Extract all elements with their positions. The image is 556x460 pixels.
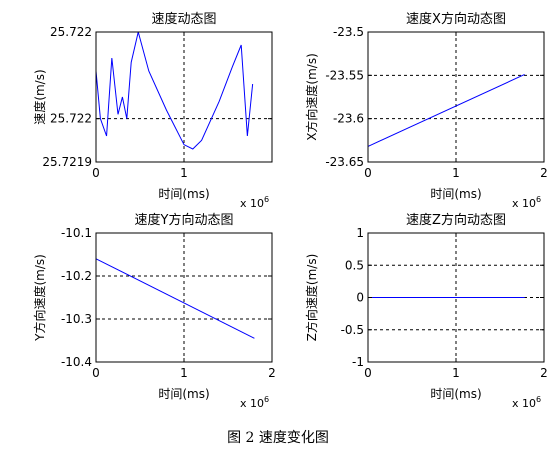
x-exponent-base: x 10 <box>240 197 264 210</box>
chart-title: 速度动态图 <box>151 11 216 27</box>
y-tick-label: 25.722 <box>50 25 92 39</box>
y-tick-label: -10.3 <box>61 312 92 326</box>
y-tick-label: -23.5 <box>333 25 364 39</box>
chart-title: 速度X方向动态图 <box>406 11 506 27</box>
x-axis-label: 时间(ms) <box>430 187 481 201</box>
x-exponent-power: 6 <box>264 195 269 204</box>
x-exponent-power: 6 <box>536 395 541 404</box>
chart-title: 速度Z方向动态图 <box>406 212 506 228</box>
x-axis-label: 时间(ms) <box>430 387 481 401</box>
y-tick-label: -10.1 <box>61 226 92 240</box>
x-tick-label: 1 <box>452 366 460 380</box>
x-exponent-label: x 106 <box>512 195 541 210</box>
x-tick-label: 2 <box>540 166 548 180</box>
x-exponent-base: x 10 <box>512 397 536 410</box>
x-tick-label: 1 <box>180 366 188 380</box>
x-exponent-power: 6 <box>536 195 541 204</box>
x-tick-label: 1 <box>452 166 460 180</box>
x-tick-label: 0 <box>364 166 372 180</box>
series-line <box>367 74 525 147</box>
series-line <box>95 31 254 150</box>
plot-area <box>96 233 272 362</box>
y-axis-label: X方向速度(m/s) <box>304 53 319 141</box>
y-tick-label: -23.6 <box>333 112 364 126</box>
x-tick-label: 0 <box>92 166 100 180</box>
x-tick-label: 0 <box>92 366 100 380</box>
series-line <box>95 258 255 339</box>
y-tick-label: -0.5 <box>341 323 364 337</box>
x-axis-label: 时间(ms) <box>158 187 209 201</box>
chart-title: 速度Y方向动态图 <box>135 212 234 228</box>
y-tick-label: -23.55 <box>325 68 364 82</box>
x-exponent-label: x 106 <box>512 395 541 410</box>
y-tick-label: 1 <box>356 226 364 240</box>
y-tick-label: 25.722 <box>50 112 92 126</box>
x-exponent-power: 6 <box>264 395 269 404</box>
x-tick-label: 1 <box>180 166 188 180</box>
x-tick-label: 0 <box>364 366 372 380</box>
y-tick-label: -10.2 <box>61 269 92 283</box>
y-tick-label: 0.5 <box>345 258 364 272</box>
y-tick-label: 25.7219 <box>42 155 92 169</box>
x-exponent-label: x 106 <box>240 195 269 210</box>
x-axis-label: 时间(ms) <box>158 387 209 401</box>
x-tick-label: 2 <box>540 366 548 380</box>
y-axis-label: 速度(m/s) <box>32 69 47 124</box>
y-axis-label: Y方向速度(m/s) <box>32 254 47 342</box>
y-tick-label: -10.4 <box>61 355 92 369</box>
x-exponent-base: x 10 <box>512 197 536 210</box>
x-exponent-base: x 10 <box>240 397 264 410</box>
x-exponent-label: x 106 <box>240 395 269 410</box>
y-tick-label: 0 <box>356 291 364 305</box>
figure-caption: 图 2 速度变化图 <box>227 430 329 446</box>
x-tick-label: 2 <box>268 366 276 380</box>
y-tick-label: -23.65 <box>325 155 364 169</box>
y-tick-label: -1 <box>352 355 364 369</box>
y-axis-label: Z方向速度(m/s) <box>304 254 319 342</box>
